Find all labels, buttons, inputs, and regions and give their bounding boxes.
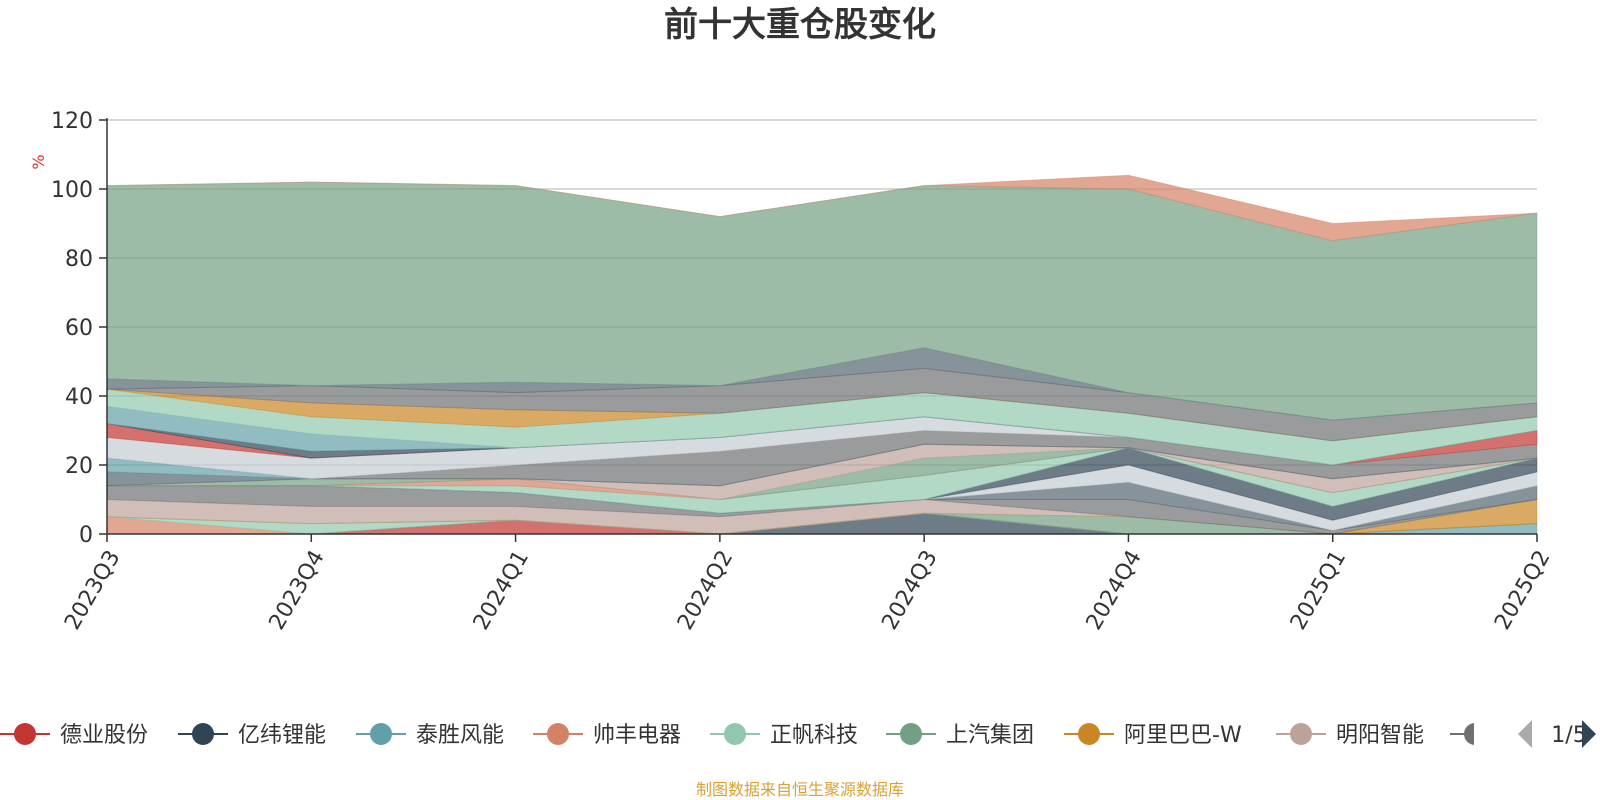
legend-marker	[1290, 723, 1312, 745]
legend-item[interactable]: 帅丰电器	[533, 723, 681, 748]
chart-title: 前十大重仓股变化	[664, 5, 936, 45]
y-tick-label: 80	[65, 247, 93, 272]
legend-prev-page-icon[interactable]	[1518, 720, 1532, 748]
legend-label: 亿纬锂能	[238, 723, 326, 748]
legend-label: 帅丰电器	[593, 723, 681, 748]
y-tick-label: 20	[65, 454, 93, 479]
legend-item-partial[interactable]	[1450, 723, 1500, 745]
legend-label: 泰胜风能	[416, 723, 504, 748]
x-tick-label: 2024Q3	[877, 546, 942, 634]
y-axis-label: %	[29, 154, 48, 169]
x-tick-label: 2024Q1	[469, 546, 534, 634]
y-tick-label: 0	[79, 523, 93, 548]
area-series-21[interactable]	[106, 416, 1538, 466]
y-tick-label: 60	[65, 316, 93, 341]
legend-label: 明阳智能	[1336, 723, 1424, 748]
x-tick-label: 2023Q4	[265, 546, 330, 634]
x-tick-label: 2025Q2	[1490, 546, 1555, 634]
source-note: 制图数据来自恒生聚源数据库	[696, 780, 904, 799]
legend-marker	[1078, 723, 1100, 745]
legend-marker	[1464, 723, 1474, 745]
area-series-12[interactable]	[107, 447, 1538, 521]
legend-next-page-icon[interactable]	[1582, 720, 1596, 748]
legend: 德业股份 亿纬锂能 泰胜风能 帅丰电器 正帆科技 上汽集团 阿里巴巴-W 明阳智能 1/5	[0, 720, 1596, 748]
legend-marker	[370, 723, 392, 745]
legend-label: 阿里巴巴-W	[1124, 723, 1242, 748]
y-tick-label: 40	[65, 385, 93, 410]
legend-marker	[900, 723, 922, 745]
legend-label: 正帆科技	[770, 723, 858, 748]
area-series-29[interactable]	[106, 174, 1538, 242]
legend-item[interactable]: 正帆科技	[710, 723, 858, 748]
area-series-10[interactable]	[107, 481, 1538, 532]
x-tick-label: 2024Q4	[1082, 546, 1147, 634]
legend-label: 德业股份	[60, 723, 148, 748]
area-series-9[interactable]	[106, 485, 1538, 535]
legend-item[interactable]: 明阳智能	[1276, 723, 1424, 748]
legend-page-indicator: 1/5	[1551, 723, 1586, 748]
legend-item[interactable]: 上汽集团	[886, 723, 1034, 748]
legend-item[interactable]: 亿纬锂能	[178, 723, 326, 748]
area-series-11[interactable]	[107, 464, 1538, 532]
legend-item[interactable]: 阿里巴巴-W	[1064, 723, 1242, 748]
area-series-28[interactable]	[106, 181, 1538, 421]
legend-item[interactable]: 德业股份	[0, 723, 148, 748]
legend-marker	[724, 723, 746, 745]
legend-marker	[547, 723, 569, 745]
x-tick-label: 2023Q3	[60, 546, 125, 634]
legend-marker	[192, 723, 214, 745]
x-tick-label: 2024Q2	[673, 546, 738, 634]
y-tick-label: 100	[51, 178, 93, 203]
x-tick-label: 2025Q1	[1286, 546, 1351, 634]
y-tick-label: 120	[51, 109, 93, 134]
area-layer	[106, 174, 1538, 535]
legend-item[interactable]: 泰胜风能	[356, 723, 504, 748]
legend-marker	[14, 723, 36, 745]
legend-label: 上汽集团	[946, 723, 1034, 748]
